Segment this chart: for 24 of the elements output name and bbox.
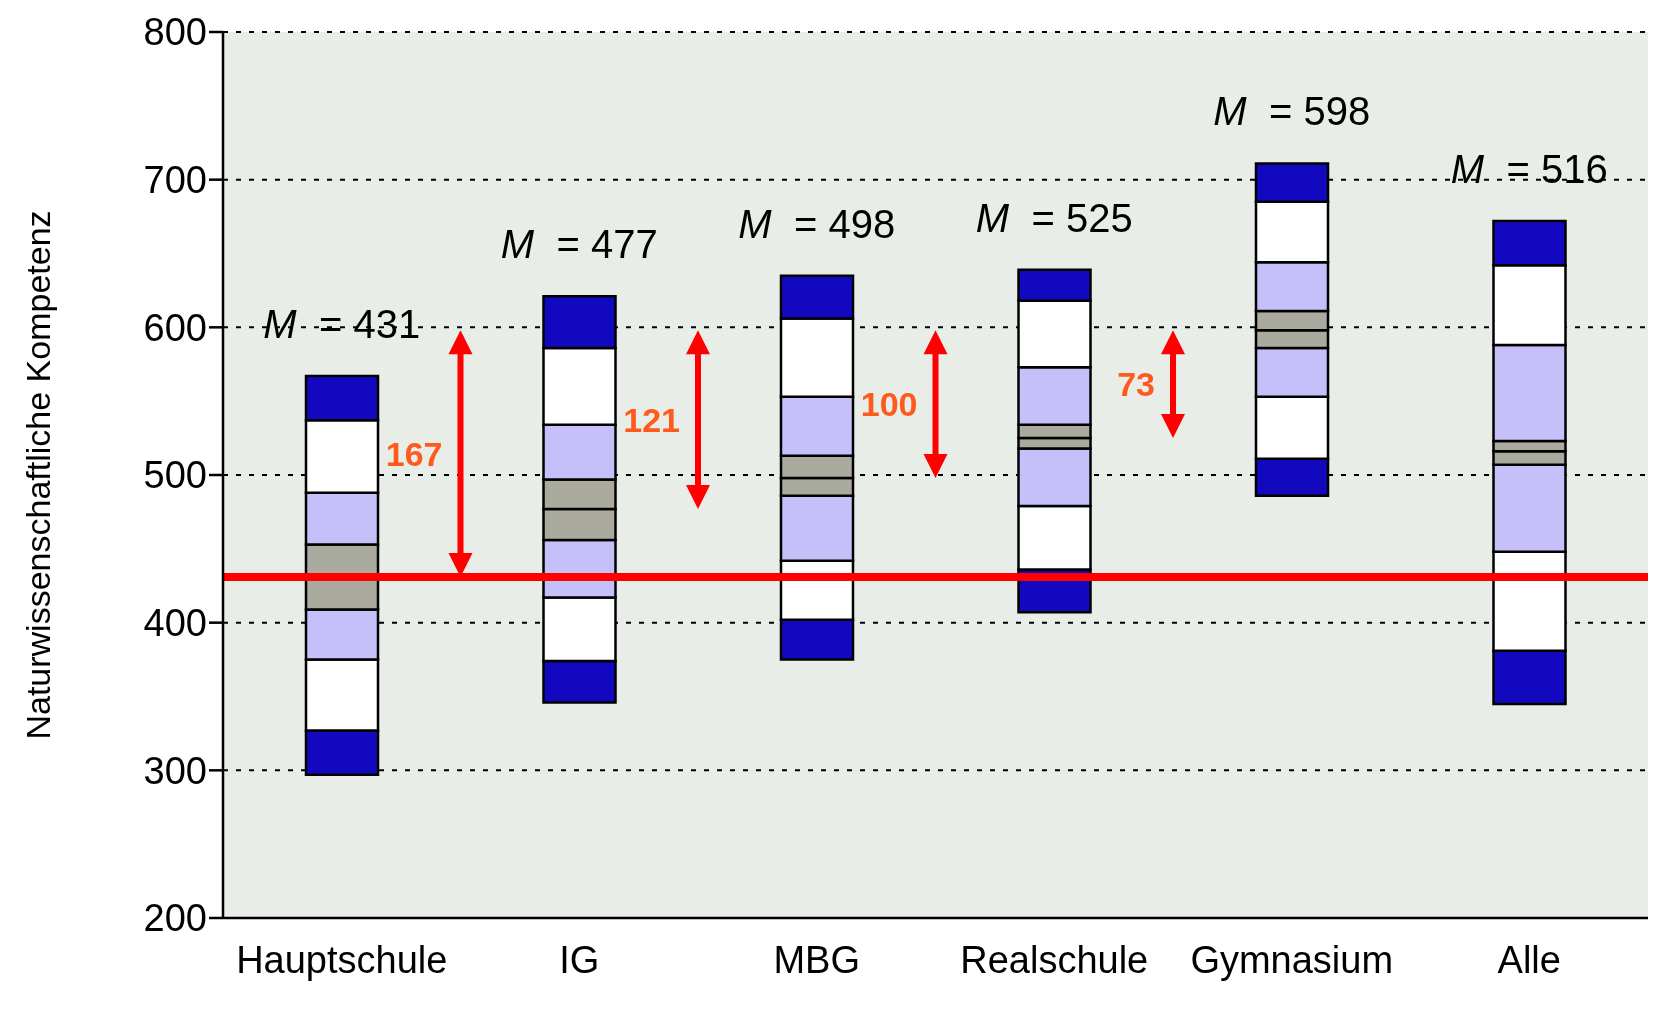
- x-tick-label: IG: [559, 938, 600, 981]
- y-axis-title: Naturwissenschaftliche Kompetenz: [19, 210, 58, 740]
- annotation: 121: [623, 400, 680, 439]
- annotation: M = 598: [1213, 89, 1371, 134]
- annotation: 100: [860, 385, 918, 424]
- y-tick-label: 300: [143, 749, 207, 792]
- annotation: 167: [385, 434, 443, 473]
- y-tick-label: 600: [143, 306, 207, 349]
- y-tick-label: 700: [143, 159, 207, 202]
- annotation: M = 477: [500, 222, 658, 267]
- y-tick-label: 400: [143, 602, 207, 645]
- annotation: M = 431: [263, 302, 421, 347]
- y-tick-label: 200: [143, 897, 207, 940]
- x-tick-label: Alle: [1497, 938, 1561, 981]
- annotation: M = 525: [975, 195, 1133, 240]
- x-tick-label: Hauptschule: [236, 938, 448, 981]
- x-tick-label: Gymnasium: [1190, 938, 1394, 981]
- x-tick-label: MBG: [773, 938, 861, 981]
- annotation: M = 498: [738, 201, 896, 246]
- y-tick-label: 500: [143, 454, 207, 497]
- y-tick-label: 800: [143, 11, 207, 54]
- annotation: 73: [1117, 365, 1155, 404]
- x-tick-label: Realschule: [960, 938, 1149, 981]
- annotation: M = 516: [1450, 147, 1608, 192]
